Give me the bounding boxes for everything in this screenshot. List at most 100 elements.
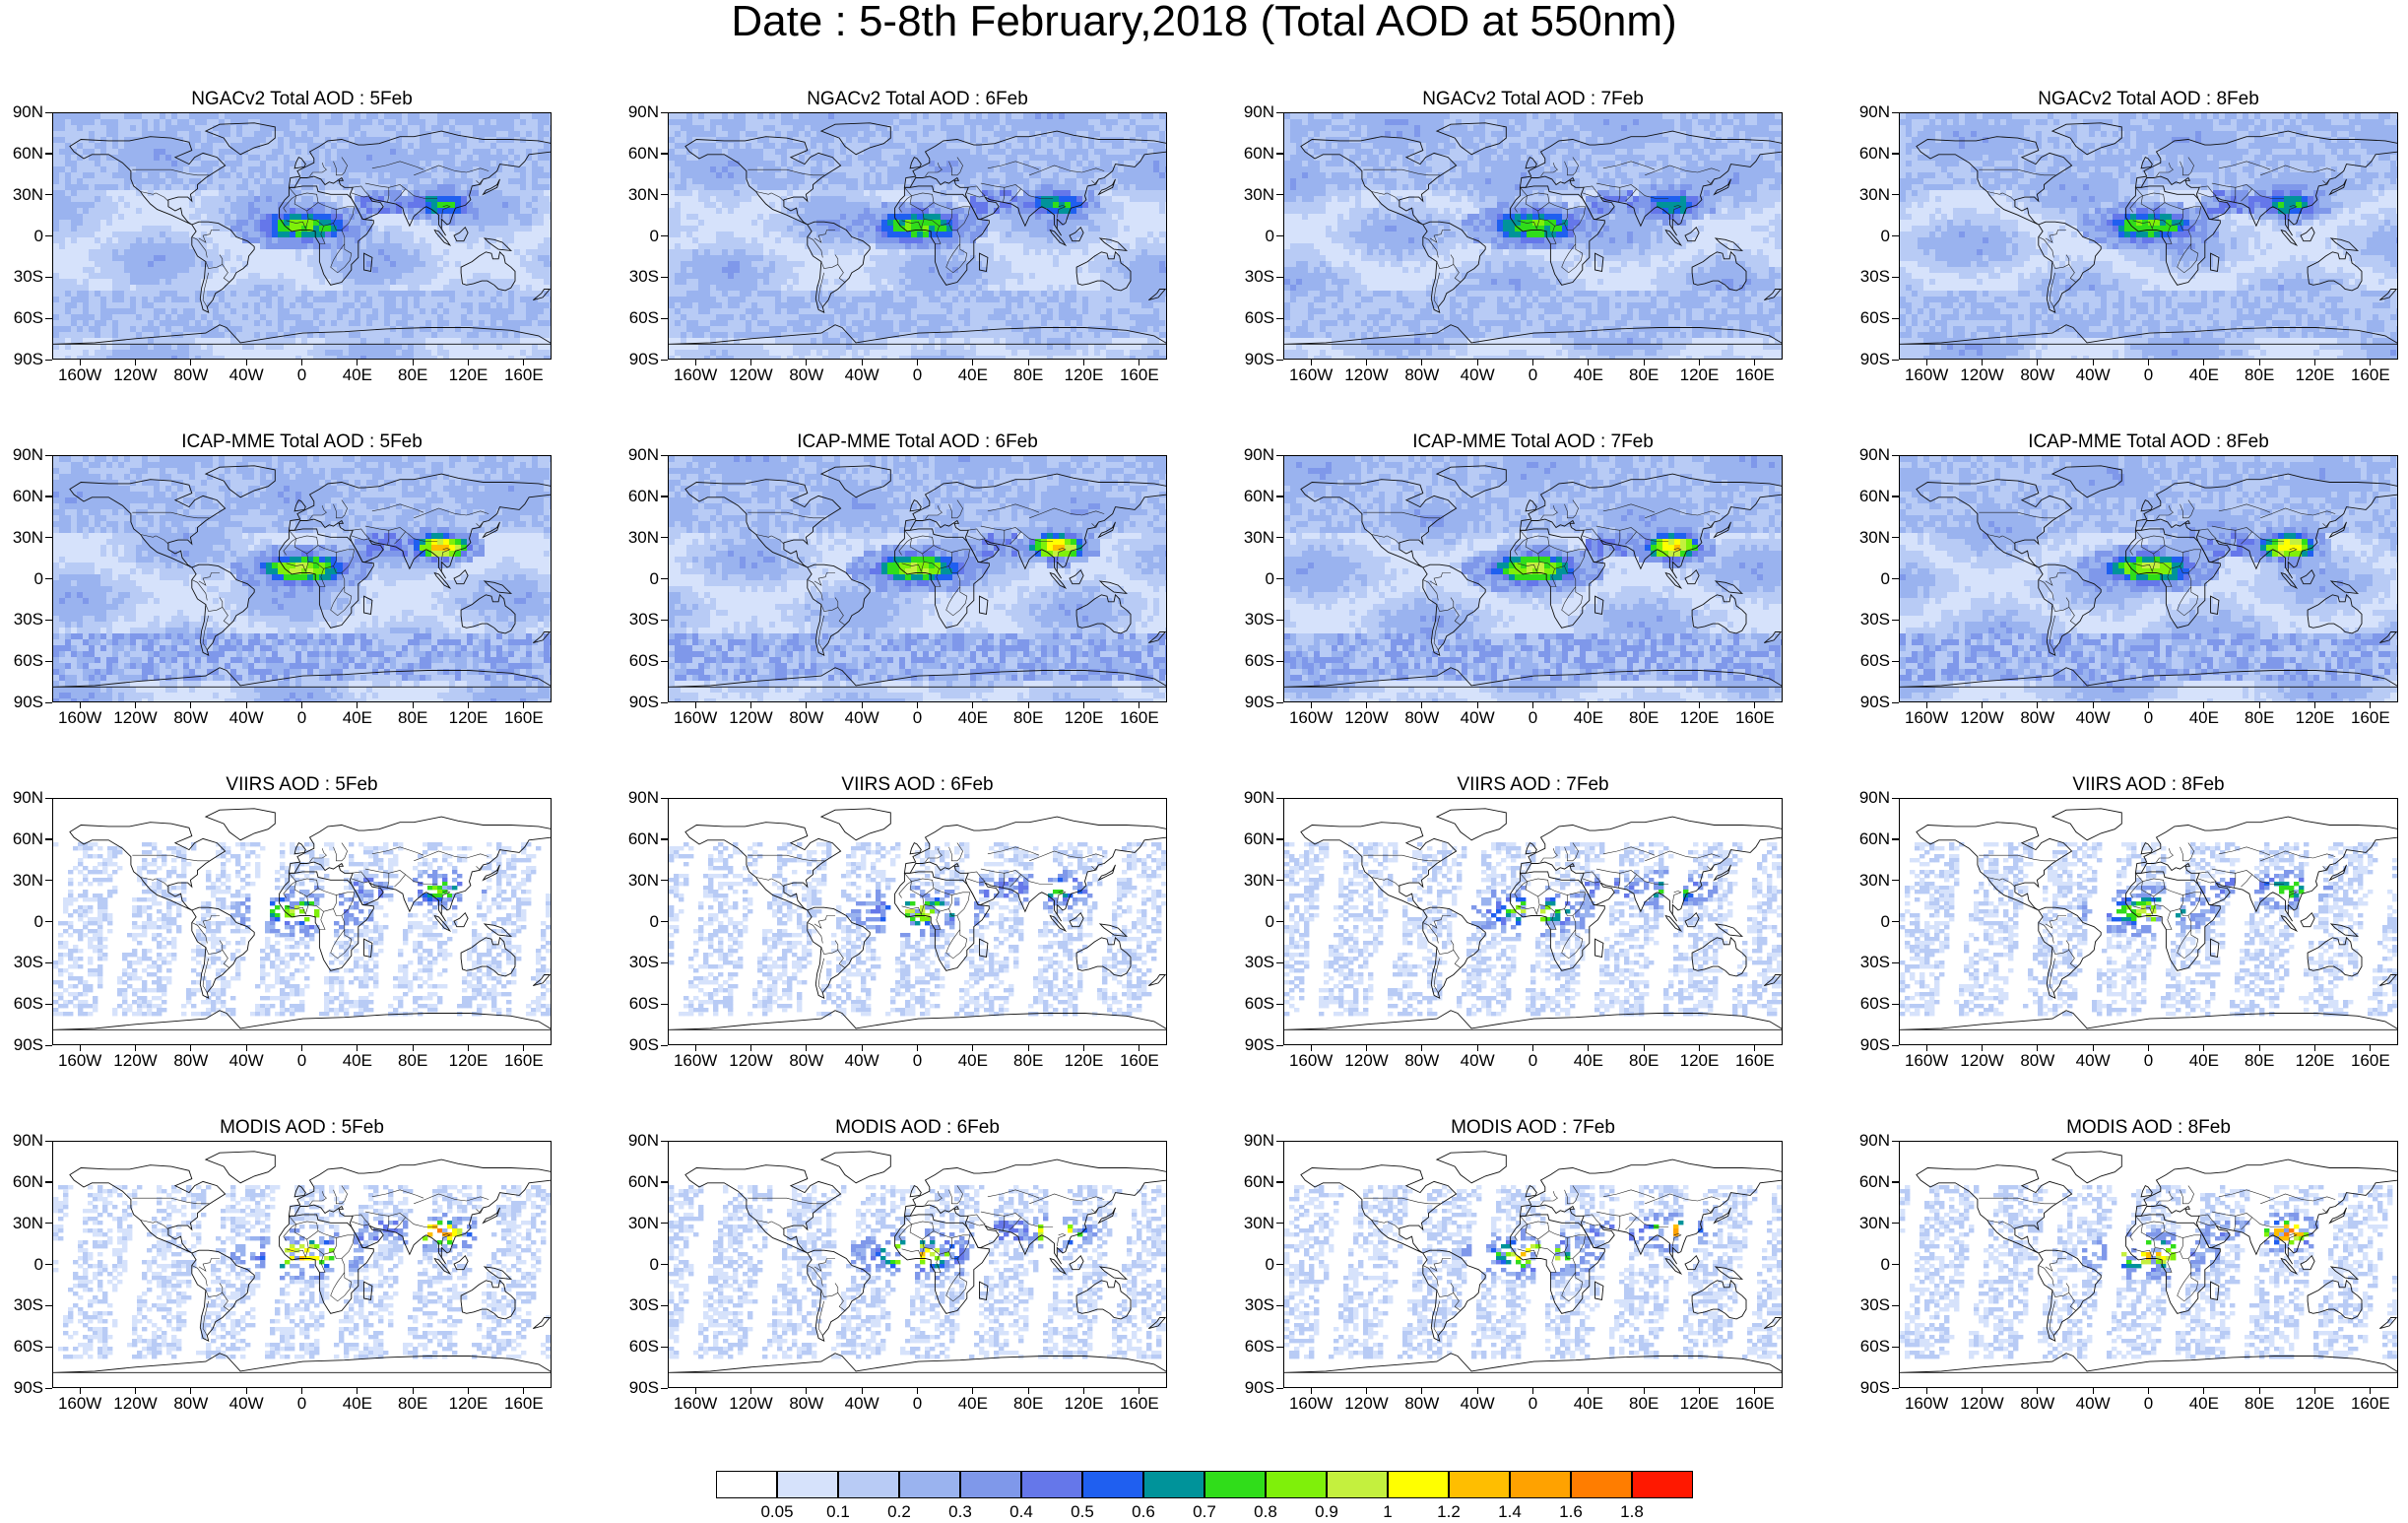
lon-tick	[1027, 1045, 1029, 1051]
lon-label: 120E	[1670, 1395, 1729, 1413]
country-border	[2322, 864, 2330, 872]
coastline	[2134, 1159, 2397, 1265]
coastline	[894, 1214, 990, 1314]
lat-tick	[661, 317, 668, 319]
colorbar-label: 0.05	[748, 1503, 807, 1521]
coastline	[909, 156, 922, 169]
coastline	[2379, 631, 2397, 644]
coastline	[1684, 1254, 1700, 1271]
lon-label: 160W	[666, 1395, 725, 1413]
country-border	[1986, 534, 2003, 538]
country-border	[2049, 615, 2055, 650]
lon-label: 80E	[383, 366, 442, 384]
lat-label: 90N	[0, 103, 43, 121]
lon-tick	[134, 360, 137, 365]
lat-tick	[661, 797, 668, 799]
coastline	[1594, 252, 1604, 272]
figure-title: Date : 5-8th February,2018 (Total AOD at…	[0, 0, 2408, 43]
coastline	[684, 822, 842, 911]
country-border	[1707, 521, 1715, 529]
country-border	[771, 878, 785, 888]
country-border	[925, 505, 943, 520]
world-map	[669, 808, 1166, 1030]
lon-label: 80W	[777, 709, 836, 727]
coastline	[293, 156, 306, 169]
coastline	[1713, 178, 1731, 196]
lat-label: 60N	[0, 144, 43, 163]
coastline	[483, 1266, 513, 1280]
lon-label: 160W	[1281, 1395, 1340, 1413]
lon-label: 120W	[1337, 709, 1397, 727]
country-border	[1363, 168, 1442, 176]
panel-title: NGACv2 Total AOD : 5Feb	[52, 89, 552, 110]
map-frame	[668, 455, 1167, 702]
country-border	[2068, 607, 2077, 626]
country-border	[755, 1220, 772, 1224]
lon-tick	[972, 360, 974, 365]
coastline	[1098, 237, 1129, 251]
country-border	[286, 562, 309, 573]
country-border	[1525, 878, 1550, 897]
country-border	[935, 568, 942, 587]
country-border	[2132, 562, 2156, 573]
country-border	[1429, 572, 1451, 586]
lon-tick	[749, 1045, 752, 1051]
lat-tick	[661, 1181, 668, 1183]
coastline	[483, 580, 513, 594]
country-border	[948, 157, 963, 176]
country-border	[1540, 1191, 1558, 1206]
world-map	[669, 456, 1166, 701]
country-border	[1020, 874, 1054, 885]
coastline	[2038, 906, 2102, 1000]
lon-label: 120E	[439, 366, 498, 384]
lon-tick	[1531, 360, 1534, 365]
lon-tick	[1981, 360, 1984, 365]
lon-tick	[1310, 360, 1312, 365]
colorbar-label: 0.4	[992, 1503, 1051, 1521]
coastlines	[1900, 1151, 2397, 1373]
lon-tick	[694, 1388, 696, 1394]
country-border	[1387, 535, 1400, 545]
country-border	[205, 940, 224, 955]
lat-label: 60N	[0, 1172, 43, 1191]
lat-label: 30S	[1231, 268, 1274, 286]
country-border	[319, 568, 326, 587]
lon-label: 0	[888, 1052, 947, 1070]
country-border	[1422, 1265, 1439, 1287]
country-border	[198, 230, 220, 243]
lon-label: 80E	[1614, 709, 1673, 727]
country-border	[1636, 188, 1669, 199]
lat-tick	[45, 1181, 52, 1183]
country-border	[980, 1211, 1006, 1231]
lon-label: 40E	[1559, 1052, 1618, 1070]
country-border	[405, 874, 438, 885]
coastline	[909, 1184, 922, 1198]
coastline	[1098, 923, 1129, 937]
lon-tick	[1476, 360, 1478, 365]
country-border	[1453, 1292, 1462, 1311]
panel-title: NGACv2 Total AOD : 8Feb	[1899, 89, 2398, 110]
country-border	[945, 1258, 968, 1302]
lat-tick	[1276, 921, 1283, 923]
lon-tick	[1531, 1388, 1534, 1394]
country-border	[2156, 1191, 2174, 1206]
country-border	[2166, 1254, 2173, 1273]
coastline	[1714, 580, 1744, 594]
coastline	[363, 938, 373, 958]
country-border	[2218, 1189, 2271, 1199]
lon-tick	[2147, 702, 2150, 708]
lat-label: 0	[0, 1255, 43, 1274]
coastline	[1098, 1266, 1129, 1280]
lat-label: 30S	[616, 954, 659, 971]
lon-tick	[245, 702, 247, 708]
lon-tick	[134, 702, 137, 708]
coastline	[1594, 1281, 1604, 1300]
lat-label: 60N	[1231, 1172, 1274, 1191]
lon-label: 120W	[1953, 1052, 2012, 1070]
country-border	[205, 597, 224, 612]
coastline	[1097, 178, 1116, 196]
lat-tick	[661, 1003, 668, 1005]
country-border	[132, 511, 211, 519]
lat-tick	[1892, 797, 1899, 799]
lat-label: 90N	[1231, 1132, 1274, 1150]
